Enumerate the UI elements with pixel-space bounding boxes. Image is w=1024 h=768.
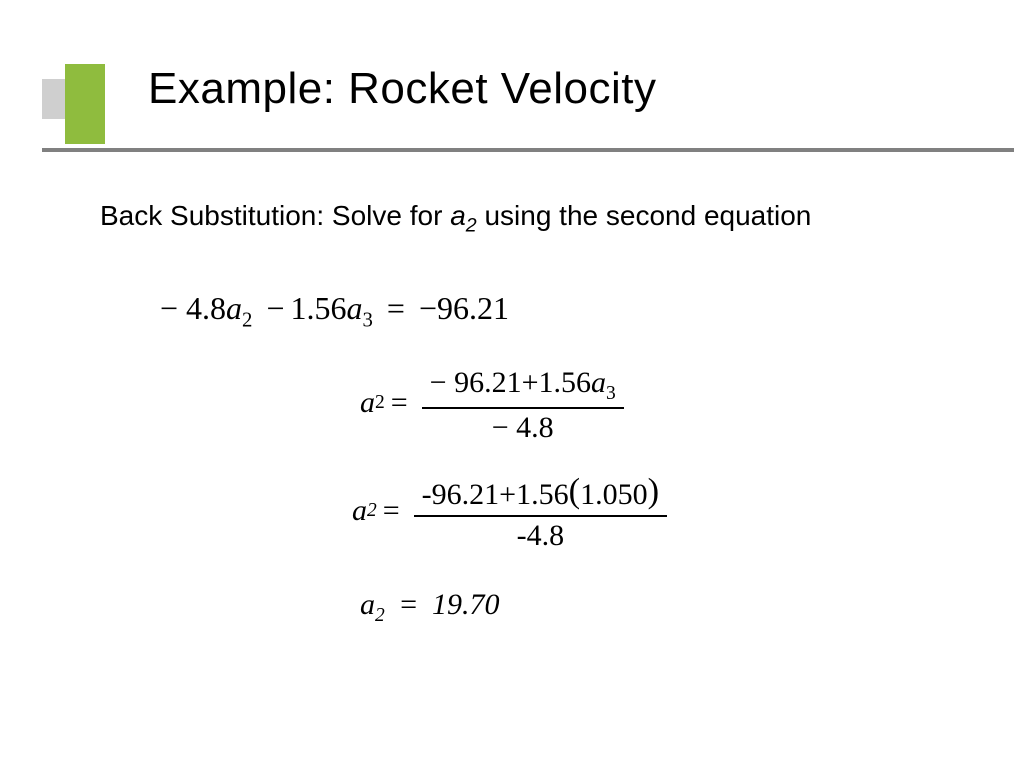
subtitle-sub: 2: [466, 215, 477, 237]
equation-1: − 4.8a2 −1.56a3 = −96.21: [160, 290, 509, 332]
subtitle: Back Substitution: Solve for a2 using th…: [100, 200, 811, 238]
slide: Example: Rocket Velocity Back Substituti…: [0, 0, 1024, 768]
eq1-rhs: −96.21: [419, 290, 509, 326]
eq2-num-op: +: [522, 366, 539, 399]
decor-square-green-top: [65, 64, 105, 104]
title-underline: [42, 148, 1014, 152]
eq2-fraction: − 96.21+1.56a3 − 4.8: [422, 364, 624, 447]
title-decoration: [42, 64, 104, 146]
eq3-lhs-sub: 2: [367, 500, 377, 522]
eq1-coef-a3: 1.56: [291, 290, 347, 326]
eq2-equals: =: [391, 386, 408, 420]
eq4-lhs-var: a: [360, 588, 375, 621]
eq2-lhs-var: a: [360, 386, 375, 420]
slide-title: Example: Rocket Velocity: [148, 64, 656, 114]
eq3-denominator: -4.8: [509, 517, 573, 555]
eq3-num-c2: 1.56: [516, 478, 569, 511]
eq1-var-a3: a: [347, 290, 363, 326]
equation-3: a2 = -96.21+1.56(1.050) -4.8: [352, 470, 667, 553]
eq3-paren-r: ): [648, 472, 660, 510]
eq3-fraction: -96.21+1.56(1.050) -4.8: [414, 472, 667, 555]
eq2-num-sub: 3: [606, 383, 616, 404]
eq4-equals: =: [398, 588, 418, 621]
eq4-rhs: 19.70: [432, 588, 500, 621]
eq2-num-var: a: [591, 366, 606, 399]
eq1-sub-a2: 2: [242, 308, 252, 331]
eq2-denominator: − 4.8: [484, 409, 562, 447]
eq1-coef-a2: − 4.8: [160, 290, 226, 326]
eq3-num-op: +: [499, 478, 516, 511]
eq2-num-c1: − 96.21: [430, 366, 522, 399]
eq3-numerator: -96.21+1.56(1.050): [414, 472, 667, 515]
eq1-equals: =: [387, 290, 405, 326]
decor-square-green-bottom: [65, 104, 105, 144]
eq3-lhs-var: a: [352, 494, 367, 528]
subtitle-suffix: using the second equation: [477, 200, 812, 231]
eq3-equals: =: [383, 494, 400, 528]
eq4-lhs-sub: 2: [375, 605, 385, 626]
eq1-op1: −: [266, 290, 284, 326]
equation-2: a2 = − 96.21+1.56a3 − 4.8: [360, 362, 624, 445]
eq2-num-c2: 1.56: [539, 366, 592, 399]
eq2-lhs-sub: 2: [375, 392, 385, 414]
eq3-num-paren: 1.050: [580, 478, 648, 511]
eq3-paren-l: (: [569, 472, 581, 510]
subtitle-var: a: [450, 200, 466, 231]
equation-4: a2 = 19.70: [360, 588, 500, 627]
eq1-sub-a3: 3: [363, 308, 373, 331]
eq1-var-a2: a: [226, 290, 242, 326]
subtitle-prefix: Back Substitution: Solve for: [100, 200, 450, 231]
eq3-num-c1: -96.21: [422, 478, 500, 511]
eq2-numerator: − 96.21+1.56a3: [422, 364, 624, 407]
